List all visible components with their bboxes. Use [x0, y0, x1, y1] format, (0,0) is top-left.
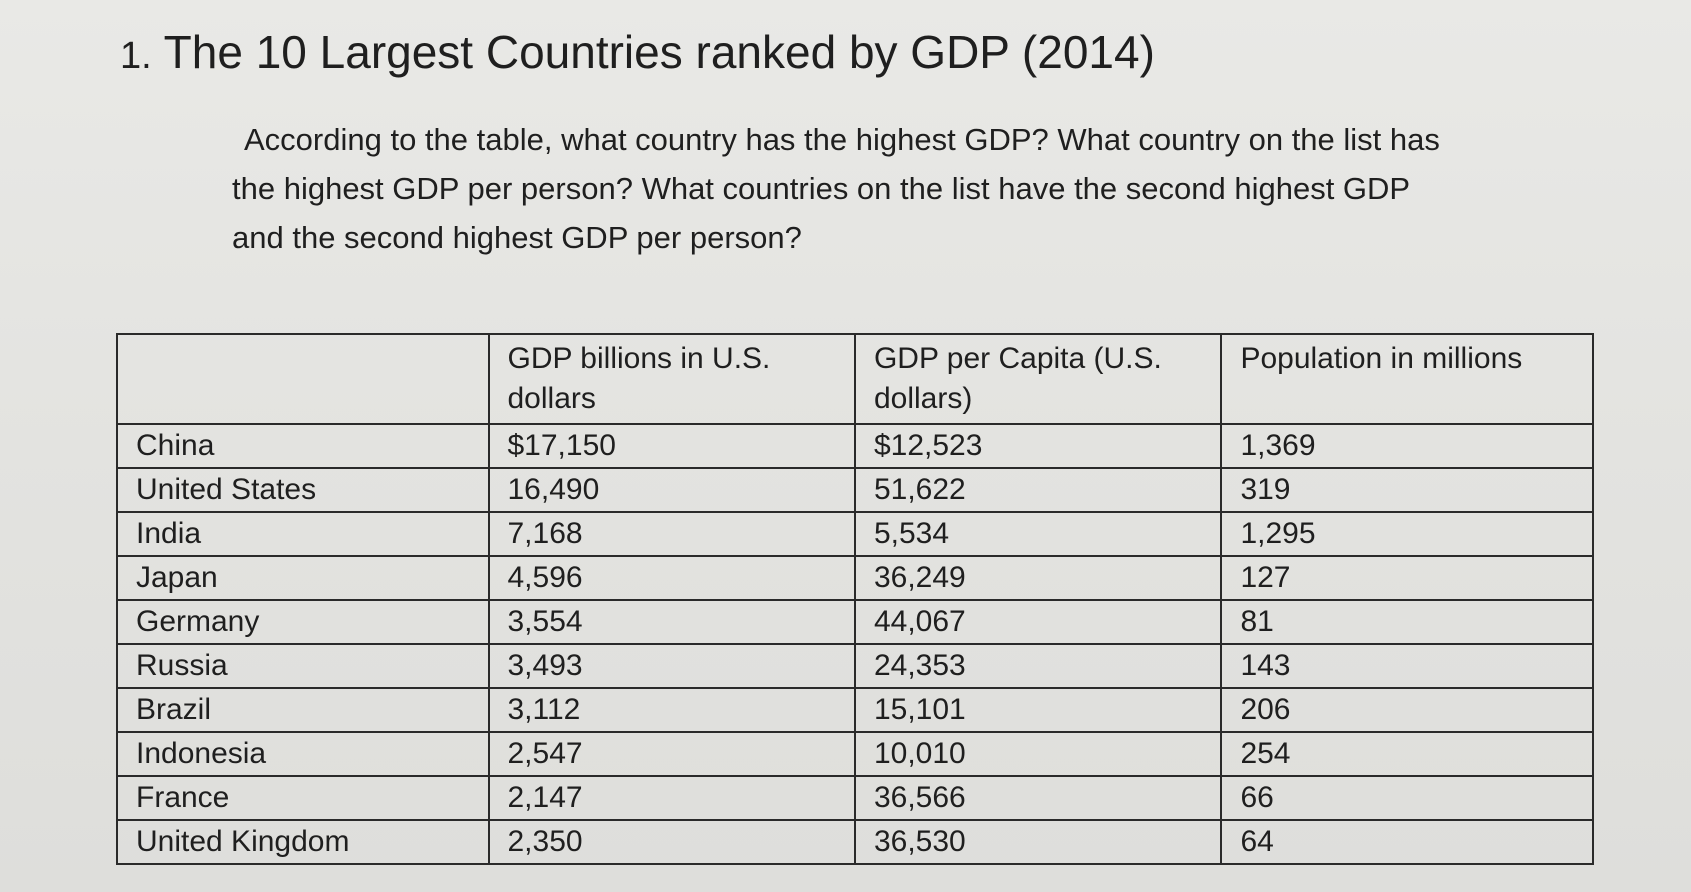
gdp-per-capita-cell: 36,530: [853, 819, 1223, 865]
population-cell: 319: [1220, 467, 1594, 513]
table-row: Russia 3,493 24,353 143: [116, 643, 1594, 689]
header-gdp-billions: GDP billions in U.S. dollars: [487, 333, 856, 425]
title-text: The 10 Largest Countries ranked by GDP (…: [163, 26, 1155, 78]
gdp-per-capita-cell: 36,249: [853, 555, 1223, 601]
table-row: United States 16,490 51,622 319: [116, 467, 1594, 513]
population-cell: 1,295: [1220, 511, 1594, 557]
gdp-cell: 16,490: [487, 467, 856, 513]
country-cell: France: [116, 775, 490, 821]
country-cell: India: [116, 511, 490, 557]
gdp-cell: 3,554: [487, 599, 856, 645]
country-cell: United Kingdom: [116, 819, 490, 865]
country-cell: Germany: [116, 599, 490, 645]
table-row: Germany 3,554 44,067 81: [116, 599, 1594, 645]
population-cell: 66: [1220, 775, 1594, 821]
gdp-table: GDP billions in U.S. dollars GDP per Cap…: [116, 333, 1594, 865]
table-row: Japan 4,596 36,249 127: [116, 555, 1594, 601]
population-cell: 254: [1220, 731, 1594, 777]
table-row: France 2,147 36,566 66: [116, 775, 1594, 821]
gdp-per-capita-cell: 5,534: [853, 511, 1223, 557]
question-line-2: the highest GDP per person? What countri…: [232, 171, 1411, 206]
question-number: 1.: [120, 35, 152, 77]
gdp-cell: 2,547: [487, 731, 856, 777]
header-gdp-per-capita: GDP per Capita (U.S. dollars): [853, 333, 1223, 425]
country-cell: China: [116, 423, 490, 469]
gdp-cell: 2,350: [487, 819, 856, 865]
population-cell: 81: [1220, 599, 1594, 645]
gdp-per-capita-cell: 36,566: [853, 775, 1223, 821]
population-cell: 64: [1220, 819, 1594, 865]
gdp-cell: 4,596: [487, 555, 856, 601]
table-row: India 7,168 5,534 1,295: [116, 511, 1594, 557]
population-cell: 127: [1220, 555, 1594, 601]
table-row: China $17,150 $12,523 1,369: [116, 423, 1594, 469]
country-cell: Japan: [116, 555, 490, 601]
gdp-cell: 3,493: [487, 643, 856, 689]
gdp-per-capita-cell: 24,353: [853, 643, 1223, 689]
country-cell: Russia: [116, 643, 490, 689]
gdp-per-capita-cell: 44,067: [853, 599, 1223, 645]
country-cell: Indonesia: [116, 731, 490, 777]
gdp-cell: 3,112: [487, 687, 856, 733]
header-population: Population in millions: [1220, 333, 1594, 425]
gdp-per-capita-cell: 10,010: [853, 731, 1223, 777]
population-cell: 206: [1220, 687, 1594, 733]
table-row: Brazil 3,112 15,101 206: [116, 687, 1594, 733]
question-text: According to the table, what country has…: [232, 115, 1612, 262]
country-cell: United States: [116, 467, 490, 513]
page-title: 1. The 10 Largest Countries ranked by GD…: [120, 24, 1155, 84]
country-cell: Brazil: [116, 687, 490, 733]
table-header-row: GDP billions in U.S. dollars GDP per Cap…: [116, 333, 1594, 425]
header-country: [116, 333, 490, 425]
question-line-3: and the second highest GDP per person?: [232, 220, 802, 255]
population-cell: 143: [1220, 643, 1594, 689]
question-line-1: According to the table, what country has…: [244, 122, 1440, 157]
gdp-per-capita-cell: $12,523: [853, 423, 1223, 469]
gdp-per-capita-cell: 51,622: [853, 467, 1223, 513]
population-cell: 1,369: [1220, 423, 1594, 469]
gdp-cell: 7,168: [487, 511, 856, 557]
gdp-per-capita-cell: 15,101: [853, 687, 1223, 733]
table-row: United Kingdom 2,350 36,530 64: [116, 819, 1594, 865]
gdp-cell: 2,147: [487, 775, 856, 821]
gdp-cell: $17,150: [487, 423, 856, 469]
table-row: Indonesia 2,547 10,010 254: [116, 731, 1594, 777]
